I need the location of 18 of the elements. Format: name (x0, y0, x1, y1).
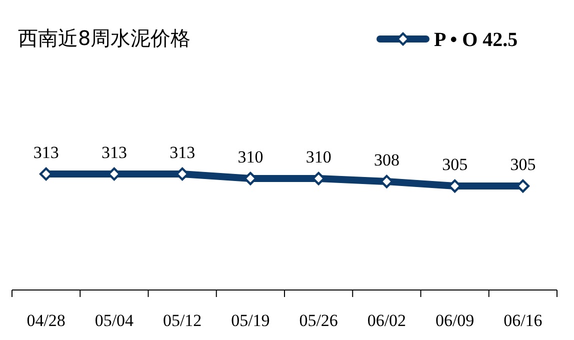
x-tick-label: 05/04 (94, 311, 134, 330)
data-label: 308 (374, 150, 400, 170)
legend-label: P • O 42.5 (434, 29, 518, 51)
x-tick-label: 06/16 (504, 311, 542, 330)
data-label: 305 (442, 155, 468, 174)
x-tick-label: 04/28 (26, 311, 66, 330)
data-label: 313 (101, 143, 127, 162)
x-tick-label: 05/12 (162, 311, 202, 330)
data-label: 310 (306, 148, 332, 167)
chart-title: 西南近8周水泥价格 (18, 26, 191, 50)
x-tick-label: 05/26 (299, 311, 338, 330)
x-tick-label: 06/02 (367, 311, 406, 330)
data-label: 305 (510, 155, 536, 174)
data-label: 310 (238, 148, 264, 167)
data-label: 313 (170, 143, 196, 162)
x-tick-label: 05/19 (231, 311, 270, 330)
data-label: 313 (33, 143, 59, 162)
x-tick-label: 06/09 (435, 311, 474, 330)
